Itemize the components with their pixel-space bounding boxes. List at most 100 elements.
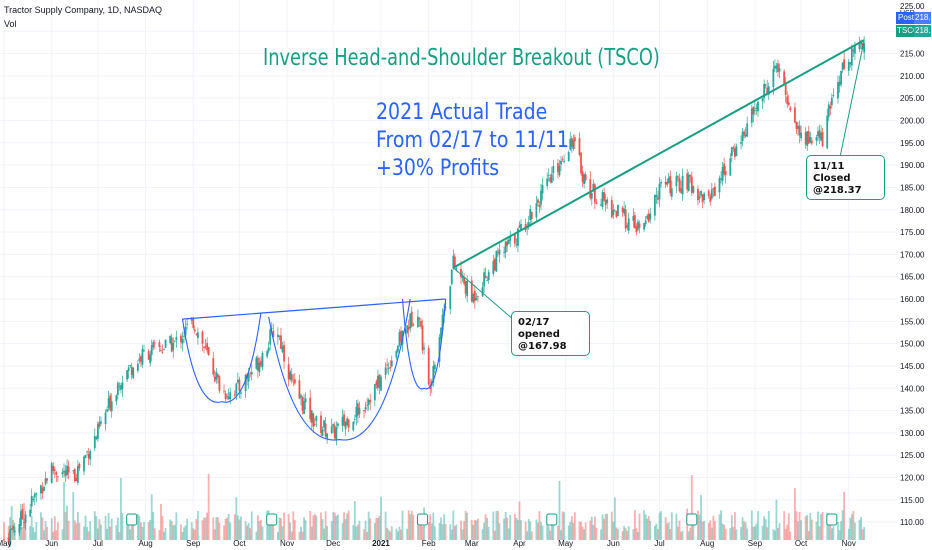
candle-body [278, 336, 281, 338]
candle-body [775, 65, 778, 69]
volume-bar [743, 521, 746, 540]
candle-body [12, 526, 15, 530]
candle-body [503, 252, 505, 253]
candle-body [323, 420, 325, 428]
volume-bar [427, 522, 430, 540]
candle-body [754, 109, 756, 112]
candle-body [29, 509, 32, 517]
candle-body [517, 228, 519, 247]
candle-body [287, 364, 290, 380]
volume-bar [778, 523, 781, 540]
volume-bar [216, 517, 219, 540]
time-tick-label: Nov [280, 539, 294, 548]
volume-bar [718, 514, 721, 540]
candle-body [3, 539, 5, 541]
candle-body [358, 407, 361, 415]
volume-bar [518, 501, 521, 540]
candle-body [216, 374, 219, 378]
candle-body [506, 241, 509, 246]
candle-body [713, 186, 716, 196]
price-tick-label: 170.00 [900, 250, 925, 259]
candle-body [677, 176, 679, 178]
volume-bar [569, 521, 572, 540]
candle-body [333, 425, 336, 439]
candle-body [653, 194, 656, 216]
volume-bar [352, 525, 355, 540]
candle-body [850, 48, 853, 66]
volume-bar [735, 529, 738, 540]
volume-bar [276, 531, 279, 540]
candle-body [669, 175, 672, 194]
volume-bar [160, 503, 162, 540]
volume-bar [24, 522, 27, 540]
time-tick-label: Oct [233, 539, 246, 548]
candle-body [347, 419, 350, 428]
candle-body [806, 131, 809, 146]
volume-bar [690, 475, 693, 540]
volume-bar [621, 531, 624, 540]
candle-body [777, 63, 779, 73]
candle-body [43, 486, 45, 491]
volume-bar [141, 527, 144, 540]
volume-bar [106, 528, 108, 540]
volume-bar [430, 523, 433, 540]
candle-body [584, 174, 587, 181]
volume-bar [290, 531, 293, 540]
volume-bar [66, 505, 68, 540]
candle-body [206, 343, 209, 351]
symbol-header: Tractor Supply Company, 1D, NASDAQ [4, 5, 163, 15]
price-tick-label: 210.00 [900, 72, 925, 81]
candle-body [72, 470, 75, 472]
volume-bar [100, 524, 102, 540]
volume-bar [560, 530, 562, 540]
candle-body [63, 470, 65, 473]
volume-bar [132, 524, 135, 540]
volume-bar [806, 514, 809, 540]
volume-bar [623, 525, 626, 540]
volume-bar [815, 521, 818, 540]
volume-bar [580, 521, 582, 540]
volume-bar [840, 521, 842, 540]
volume-bar [829, 513, 832, 540]
candle-body [441, 314, 444, 330]
volume-bar [310, 526, 313, 540]
volume-bar [750, 510, 753, 540]
volume-bar [786, 524, 789, 540]
candle-body [224, 393, 227, 400]
candle-body [87, 454, 90, 459]
volume-bar [61, 529, 64, 540]
volume-bar [570, 516, 573, 540]
time-tick-label: Aug [700, 539, 714, 548]
volume-bar [667, 522, 670, 540]
volume-bar [492, 511, 495, 540]
volume-bar [330, 521, 333, 540]
volume-bar [449, 524, 452, 540]
candle-body [346, 418, 349, 426]
time-tick-label: Jul [93, 539, 103, 548]
volume-bar [741, 517, 744, 540]
candle-body [321, 429, 324, 436]
candle-body [160, 349, 162, 351]
volume-bar [20, 526, 22, 540]
volume-bar [763, 516, 766, 540]
candle-body [470, 280, 473, 302]
candle-body [332, 423, 335, 427]
volume-bar [610, 511, 613, 540]
candle-body [193, 329, 196, 332]
volume-bar [643, 510, 646, 540]
volume-bar [238, 519, 241, 540]
candle-body [73, 469, 76, 482]
close-callout-price: @218.37 [813, 185, 862, 196]
volume-bar [147, 522, 150, 540]
candle-body [423, 347, 425, 350]
volume-bar [441, 524, 444, 540]
candle-body [300, 395, 302, 398]
candle-body [418, 318, 421, 320]
volume-bar [40, 512, 42, 540]
candle-body [130, 366, 133, 376]
candle-body [33, 493, 36, 498]
candle-body [256, 357, 259, 371]
candle-body [772, 68, 775, 88]
open-callout-price: @167.98 [518, 341, 567, 352]
